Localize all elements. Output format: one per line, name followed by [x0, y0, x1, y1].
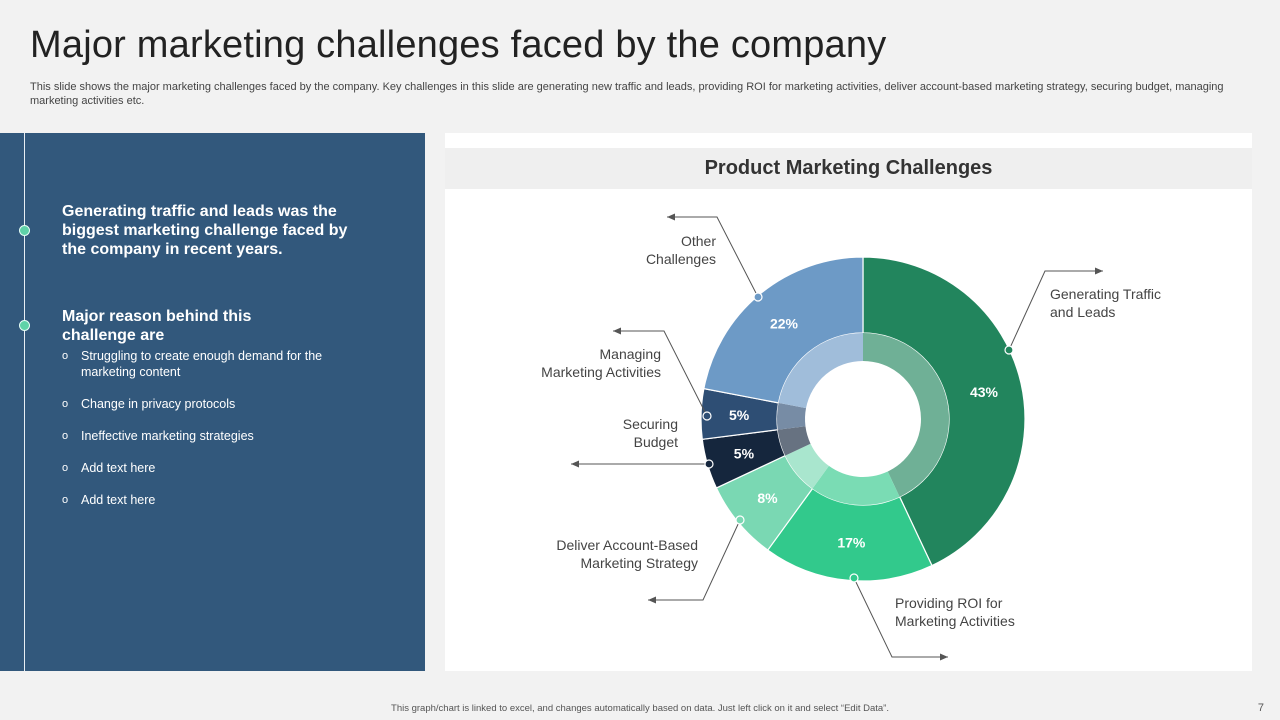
reasons-list: o Struggling to create enough demand for … [62, 348, 352, 524]
page-number: 7 [1257, 702, 1264, 714]
inner-ring-deliver-account-based-marketing-strategy [785, 443, 829, 489]
donut-chart[interactable]: 43% 17% 8% 5% 5% 22% Generating Traffic and Lea… [445, 133, 1252, 671]
footer-note: This graph/chart is linked to excel, and… [391, 703, 889, 714]
callout-line-generating-traffic-and-leads [1008, 270, 1103, 351]
category-label-managing-marketing-activities: Managing Marketing Activities [541, 346, 661, 380]
category-label-generating-traffic-and-leads: Generating Traffic and Leads [1050, 286, 1161, 320]
inner-ring-providing-roi-for-marketing-activities [812, 465, 900, 505]
callout-dot-providing-roi-for-marketing-activities [849, 573, 859, 583]
callout-arrow-managing-marketing-activities [613, 327, 621, 335]
callout-dot-deliver-account-based-marketing-strategy [735, 515, 745, 525]
value-label-deliver-account-based-marketing-strategy: 8% [757, 490, 778, 506]
inner-ring-generating-traffic-and-leads [863, 333, 949, 497]
inner-ring-managing-marketing-activities [777, 402, 807, 430]
value-label-providing-roi-for-marketing-activities: 17% [837, 534, 866, 550]
value-label-securing-budget: 5% [734, 446, 755, 462]
timeline-line [24, 133, 25, 671]
value-label-managing-marketing-activities: 5% [729, 407, 750, 423]
callout-line-other-challenges [667, 216, 759, 298]
list-item: o Add text here [62, 493, 156, 507]
callout-arrow-providing-roi-for-marketing-activities [940, 653, 948, 661]
chart-title: Product Marketing Challenges [445, 148, 1252, 189]
value-label-generating-traffic-and-leads: 43% [970, 384, 999, 400]
timeline-dot-1 [19, 225, 30, 236]
left-panel: Generating traffic and leads was the big… [0, 133, 425, 671]
inner-ring-securing-budget [777, 426, 811, 456]
callout-dot-generating-traffic-and-leads [1004, 345, 1014, 355]
callout-line-managing-marketing-activities [613, 330, 708, 417]
value-label-other-challenges: 22% [770, 315, 799, 331]
callout-arrow-deliver-account-based-marketing-strategy [648, 596, 656, 604]
callout-arrow-other-challenges [667, 213, 675, 221]
callout-line-deliver-account-based-marketing-strategy [648, 519, 741, 601]
category-label-other-challenges: Other Challenges [646, 233, 716, 267]
reasons-heading: Major reason behind this challenge are [62, 308, 252, 344]
category-label-deliver-account-based-marketing-strategy: Deliver Account-Based Marketing Strategy [556, 537, 698, 571]
list-item: o Add text here [62, 461, 156, 475]
callout-dot-other-challenges [753, 292, 763, 302]
slide-subtitle: This slide shows the major marketing cha… [30, 81, 1224, 107]
chart-card[interactable]: Product Marketing Challenges 43% 17% 8% 5% 5… [445, 133, 1252, 671]
callout-arrow-generating-traffic-and-leads [1095, 267, 1103, 275]
category-label-securing-budget: Securing Budget [623, 416, 678, 450]
category-label-providing-roi-for-marketing-activities: Providing ROI for Marketing Activities [895, 595, 1015, 629]
key-finding-heading: Generating traffic and leads was the big… [62, 203, 348, 258]
list-item: o Struggling to create enough demand for … [62, 349, 323, 379]
callout-dot-securing-budget [704, 459, 714, 469]
list-item: o Ineffective marketing strategies [62, 429, 254, 443]
callout-arrow-securing-budget [571, 460, 579, 468]
slide-title: Major marketing challenges faced by the … [30, 24, 887, 66]
callout-line-providing-roi-for-marketing-activities [853, 577, 948, 658]
callout-dot-managing-marketing-activities [702, 411, 712, 421]
timeline-dot-2 [19, 320, 30, 331]
inner-ring-other-challenges [778, 333, 863, 409]
list-item: o Change in privacy protocols [62, 397, 236, 411]
